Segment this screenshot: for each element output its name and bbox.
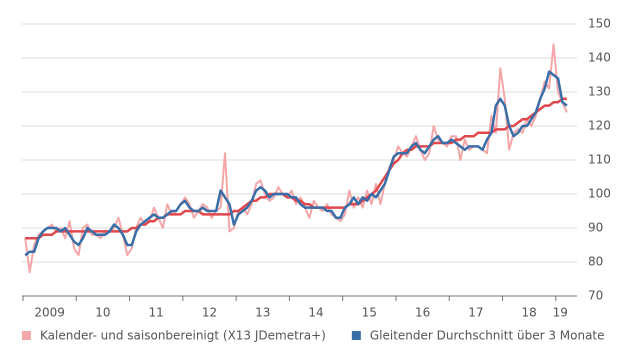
y-tick-label: 110 [588,153,611,167]
legend-marker [351,331,361,340]
y-tick-label: 130 [588,85,611,99]
x-tick-label: 12 [202,306,217,320]
x-tick-label: 15 [362,306,377,320]
x-tick-label: 19 [553,306,568,320]
y-tick-label: 70 [588,289,603,303]
y-tick-label: 100 [588,187,611,201]
y-tick-label: 90 [588,221,603,235]
y-tick-label: 140 [588,51,611,65]
series-line [24,70,568,257]
x-tick-label: 2009 [34,306,65,320]
legend-marker [22,331,31,340]
x-tick-label: 11 [149,306,164,320]
legend-label: Gleitender Durchschnitt über 3 Monate [370,329,605,343]
y-tick-label: 80 [588,255,603,269]
series-line [25,97,567,240]
x-tick-label: 14 [308,306,323,320]
x-tick-label: 17 [468,306,483,320]
x-tick-label: 18 [522,306,537,320]
x-tick-label: 16 [415,306,430,320]
x-tick-label: 10 [95,306,110,320]
series-line [24,43,568,274]
x-tick-label: 13 [255,306,270,320]
y-tick-label: 150 [588,17,611,31]
legend-label: Kalender- und saisonbereinigt (X13 JDeme… [40,329,326,343]
y-tick-label: 120 [588,119,611,133]
